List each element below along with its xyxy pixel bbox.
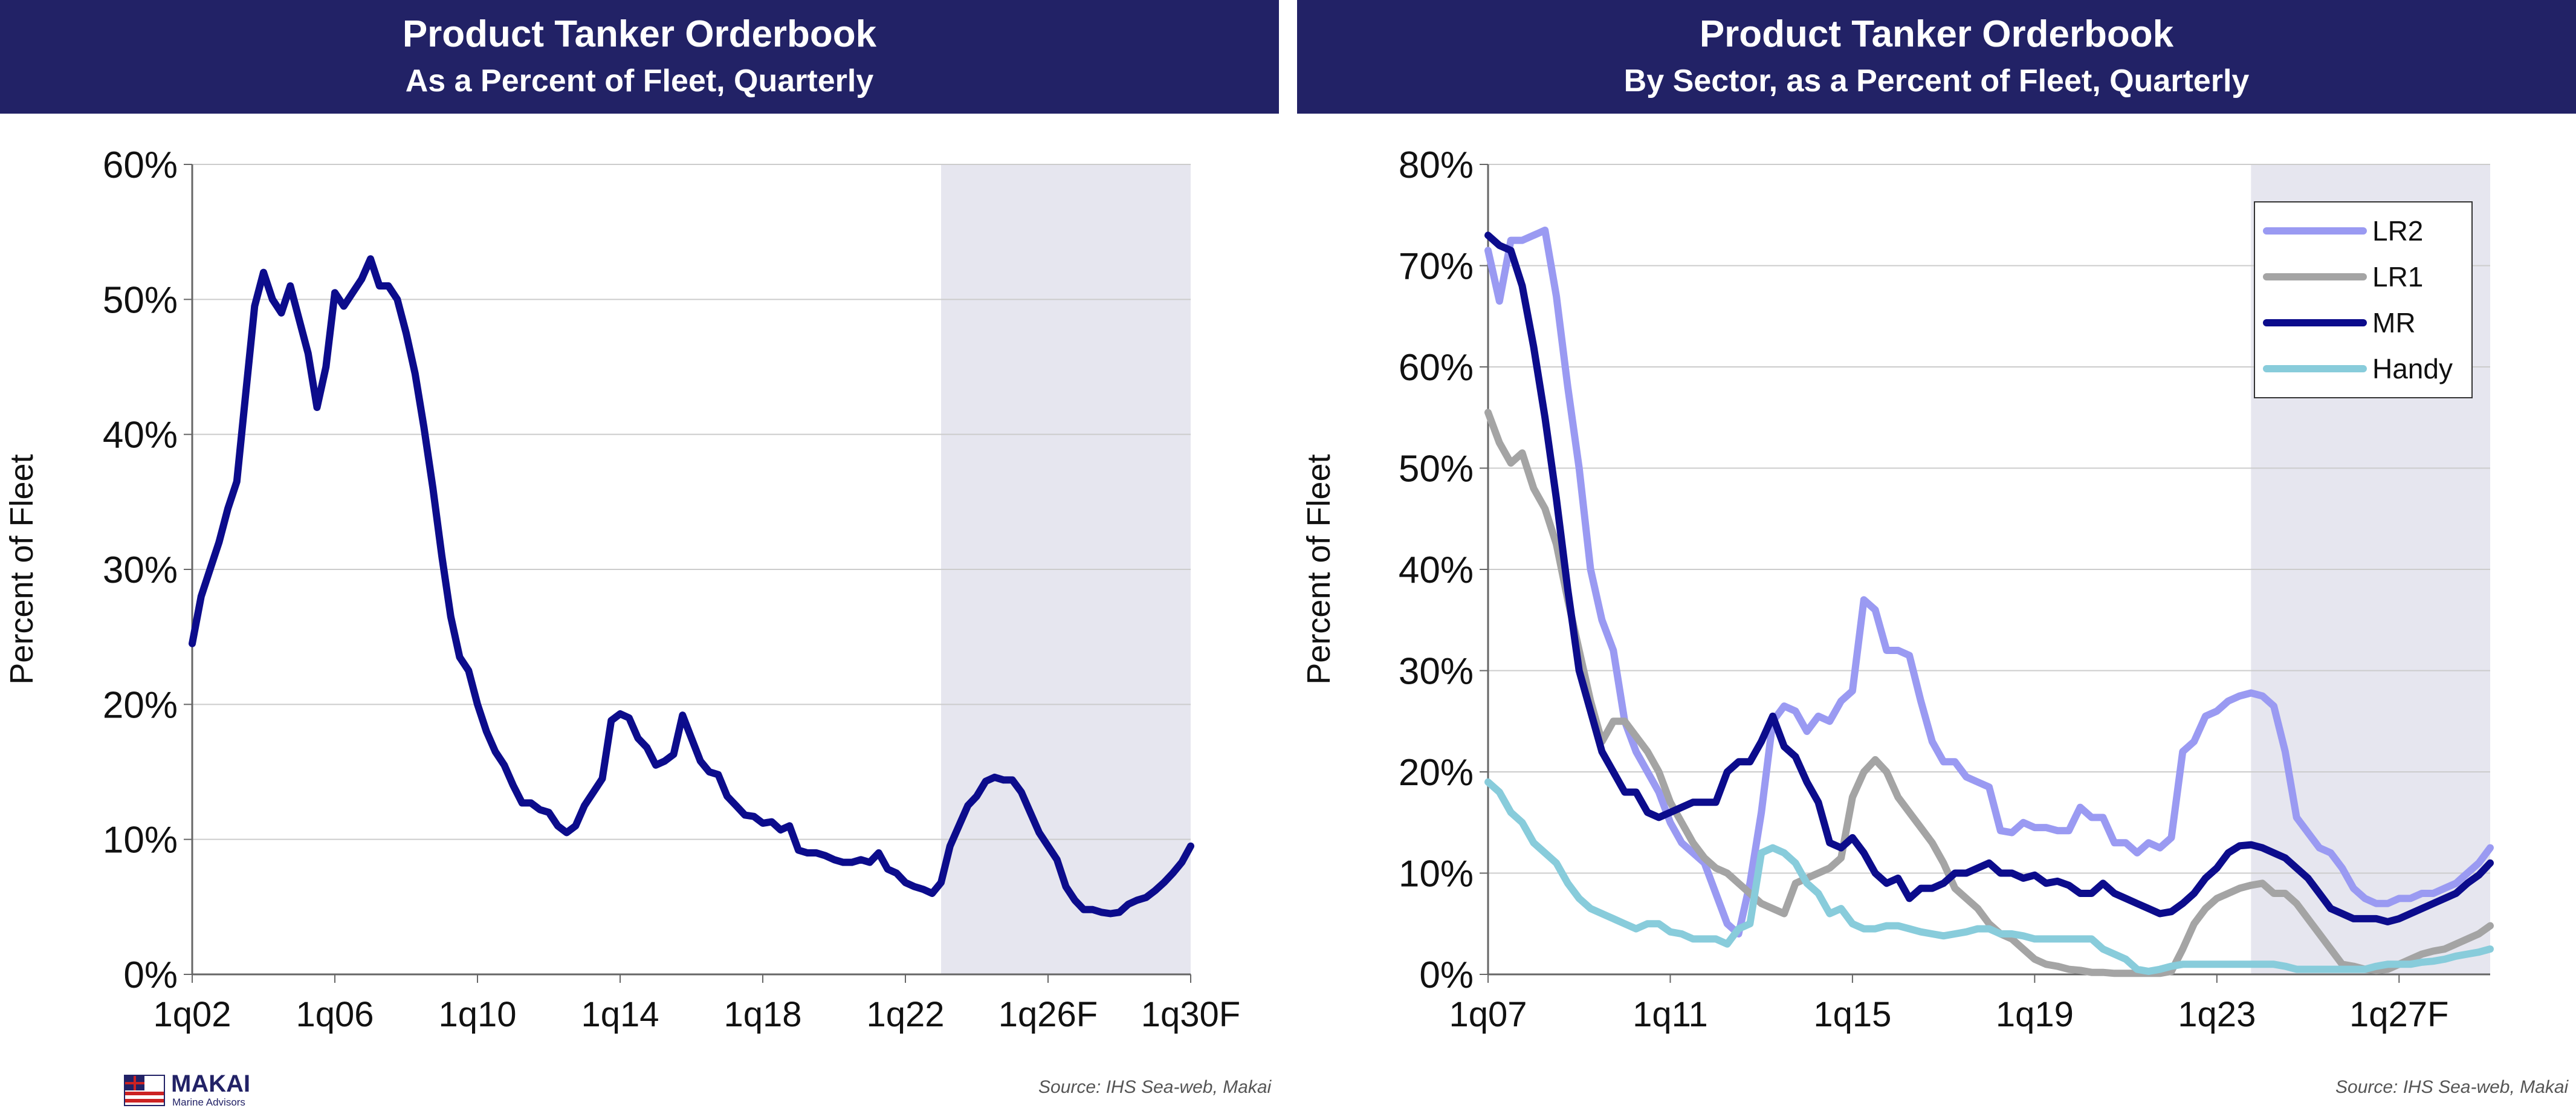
left-y-tick-label: 30% [103, 549, 178, 591]
right-x-tick-label: 1q19 [1996, 995, 2074, 1034]
left-y-tick-label: 20% [103, 684, 178, 726]
right-series-mr-line [1484, 232, 2494, 925]
left-y-tick-label: 50% [103, 279, 178, 321]
right-legend-label: LR1 [2372, 261, 2423, 293]
left-chart-subtitle: As a Percent of Fleet, Quarterly [405, 63, 874, 99]
left-y-axis-label: Percent of Fleet [4, 454, 40, 684]
right-x-tick-label: 1q07 [1449, 995, 1527, 1034]
left-x-tick-label: 1q22 [866, 995, 944, 1034]
right-sector-chart: 0% 10% 20% 30% 40% 50% 60% 70% 80% 1q07 1q11 1q15 1q… [1301, 144, 2494, 1034]
left-x-tick-label: 1q02 [153, 995, 231, 1034]
right-series-lr1-line [1484, 409, 2494, 977]
right-y-tick-label: 20% [1399, 752, 1474, 794]
left-x-tick-label: 1q10 [438, 995, 516, 1034]
right-y-tick-label: 60% [1399, 347, 1474, 389]
left-y-tick-label: 10% [103, 820, 178, 861]
logo-subtitle: Marine Advisors [172, 1096, 245, 1108]
right-y-tick-label: 40% [1399, 549, 1474, 591]
right-series-handy-line [1484, 778, 2494, 975]
left-chart-banner: Product Tanker Orderbook As a Percent of… [0, 0, 1279, 114]
right-y-axis-label: Percent of Fleet [1301, 454, 1337, 684]
left-x-tick-label: 1q30F [1141, 995, 1240, 1034]
right-legend-label: MR [2372, 307, 2416, 338]
right-chart-banner: Product Tanker Orderbook By Sector, as a… [1297, 0, 2576, 114]
right-source-note: Source: IHS Sea-web, Makai [2335, 1077, 2569, 1097]
right-y-tick-label: 30% [1399, 651, 1474, 693]
right-y-tick-label: 70% [1399, 246, 1474, 288]
right-legend-label: LR2 [2372, 215, 2423, 247]
logo-name: MAKAI [171, 1070, 251, 1097]
left-x-tick-label: 1q14 [581, 995, 659, 1034]
right-x-tick-label: 1q23 [2178, 995, 2256, 1034]
right-series-lr2-line [1484, 226, 2494, 938]
left-source-note: Source: IHS Sea-web, Makai [1038, 1077, 1272, 1097]
right-x-tick-label: 1q15 [1813, 995, 1891, 1034]
left-orderbook-chart: 0% 10% 20% 30% 40% 50% 60% 1q02 1q06 1q10 1q14 1q18… [4, 144, 1240, 1034]
left-series-orderbook-line [189, 255, 1194, 918]
left-x-tick-label: 1q26F [998, 995, 1098, 1034]
left-y-tick-label: 0% [123, 954, 178, 996]
left-y-tick-label: 40% [103, 415, 178, 456]
right-y-tick-label: 0% [1419, 954, 1474, 996]
right-y-tick-label: 10% [1399, 853, 1474, 895]
right-y-tick-label: 50% [1399, 449, 1474, 490]
left-chart-title: Product Tanker Orderbook [402, 13, 877, 55]
makai-logo: MAKAI Marine Advisors [124, 1071, 269, 1110]
left-x-tick-label: 1q06 [296, 995, 374, 1034]
hawaii-flag-icon [124, 1075, 165, 1106]
right-legend-label: Handy [2372, 353, 2453, 384]
right-y-tick-label: 80% [1399, 144, 1474, 186]
right-x-tick-label: 1q27F [2349, 995, 2448, 1034]
right-chart-title: Product Tanker Orderbook [1699, 13, 2174, 55]
right-x-tick-label: 1q11 [1633, 995, 1708, 1034]
left-y-tick-label: 60% [103, 144, 178, 186]
left-x-tick-label: 1q18 [723, 995, 801, 1034]
right-chart-subtitle: By Sector, as a Percent of Fleet, Quarte… [1623, 63, 2250, 99]
